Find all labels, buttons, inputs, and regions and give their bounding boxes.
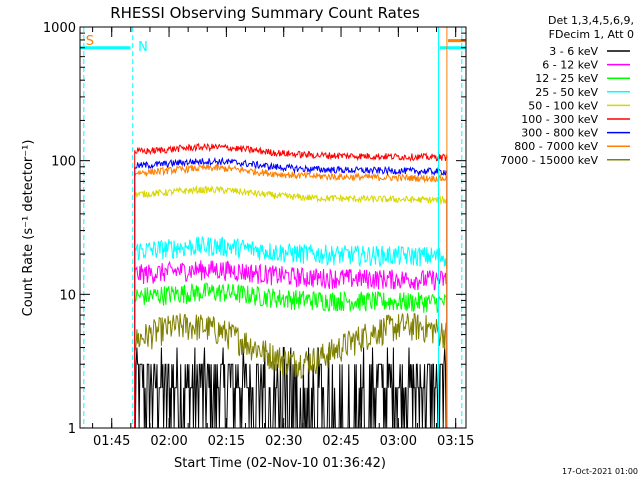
chart-title: RHESSI Observing Summary Count Rates: [110, 4, 420, 22]
y-axis-label: Count Rate (s⁻¹ detector⁻¹): [21, 140, 36, 317]
legend-label: 7000 - 15000 keV: [500, 154, 598, 167]
x-tick-label: 02:15: [208, 434, 245, 449]
y-tick-label: 10: [59, 288, 76, 303]
legend-label: 100 - 300 keV: [521, 113, 598, 126]
x-tick-label: 02:45: [322, 434, 359, 449]
x-axis-label: Start Time (02-Nov-10 01:36:42): [174, 456, 386, 471]
legend-label: 50 - 100 keV: [528, 99, 598, 112]
series-line: [134, 142, 448, 428]
series-line: [134, 347, 447, 429]
series-line: [134, 156, 448, 428]
x-tick-label: 01:45: [93, 434, 130, 449]
y-tick-label: 1: [68, 422, 76, 437]
legend-label: 3 - 6 keV: [549, 45, 598, 58]
y-tick-label: 1000: [43, 21, 76, 36]
series-line: [134, 282, 448, 428]
legend-label: 800 - 7000 keV: [514, 140, 598, 153]
series-line: [134, 260, 448, 428]
series-line: [134, 312, 448, 428]
x-tick-label: 02:30: [265, 434, 302, 449]
series-line: [134, 236, 448, 428]
flag-label-n: N: [138, 40, 148, 55]
x-tick-label: 02:00: [150, 434, 187, 449]
series-layer: [134, 142, 448, 429]
x-tick-label: 03:15: [437, 434, 474, 449]
legend-label: 12 - 25 keV: [535, 72, 598, 85]
legend-label: 300 - 800 keV: [521, 127, 598, 140]
timestamp: 17-Oct-2021 01:00: [562, 467, 638, 476]
series-line: [134, 163, 448, 428]
x-tick-label: 03:00: [380, 434, 417, 449]
flag-label-s: S: [86, 34, 94, 49]
legend-header-decimation: FDecim 1, Att 0: [549, 28, 634, 41]
y-tick-label: 100: [51, 155, 76, 170]
legend-label: 25 - 50 keV: [535, 86, 598, 99]
legend-header-detectors: Det 1,3,4,5,6,9,: [548, 14, 634, 27]
axis-layer: 1 10 100 1000 01:45 02:00 02:15 02:30 02:45 03:00…: [43, 21, 475, 449]
legend-label: 6 - 12 keV: [542, 59, 598, 72]
plot-frame: [79, 26, 467, 429]
series-line: [134, 184, 448, 428]
